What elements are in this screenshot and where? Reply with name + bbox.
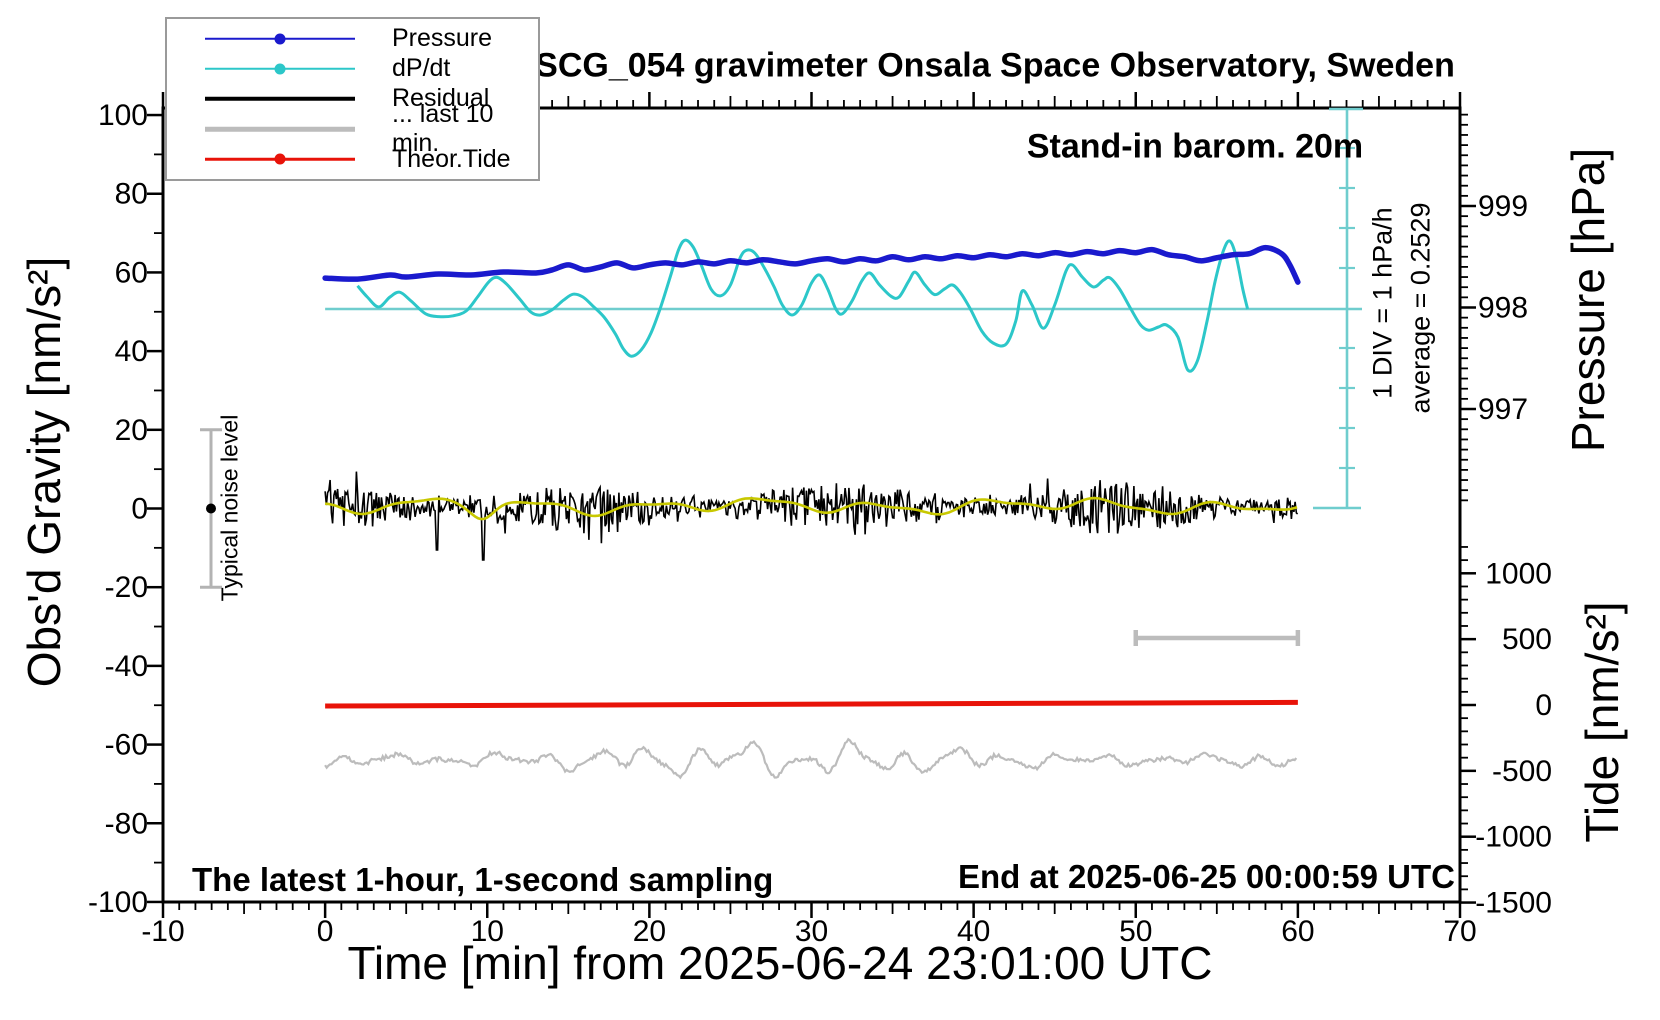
gravity-tick-label: -40: [105, 650, 148, 683]
legend-label: dP/dt: [392, 54, 451, 83]
x-tick-label: 30: [795, 915, 828, 948]
legend-item-dp-dt: dP/dt: [167, 54, 538, 83]
tide-tick-label: -1500: [1475, 887, 1552, 920]
legend-line-sample: [205, 93, 355, 105]
last10-scale-bar: [1133, 630, 1301, 646]
gravity-tick-label: -80: [105, 807, 148, 840]
legend-line-sample: [205, 63, 355, 75]
chart-title: SCG_054 gravimeter Onsala Space Observat…: [535, 46, 1455, 85]
tide-tick-label: -500: [1492, 755, 1552, 788]
legend-label: Residual: [392, 84, 490, 113]
series-pressure-blue: [322, 244, 1301, 285]
div-scale-note: 1 DIV = 1 hPa/h: [1367, 207, 1398, 399]
legend-line: [205, 96, 355, 102]
dpdt-reference-ruler: [325, 107, 1363, 510]
pressure-tick-label: 997: [1478, 393, 1528, 426]
x-tick-label: 0: [317, 915, 334, 948]
tick-labels: -10 0 10 20 30 40 50 60 70100806040200-20-40-60-…: [88, 99, 1552, 948]
legend-line-sample: [205, 33, 355, 45]
legend-marker-dot: [274, 33, 286, 45]
y-axis-label-gravity: Obs'd Gravity [nm/s²]: [18, 256, 70, 688]
legend-line: [205, 126, 355, 132]
sampling-note: The latest 1-hour, 1-second sampling: [192, 861, 774, 898]
pressure-tick-label: 999: [1478, 190, 1528, 223]
x-tick-label: 70: [1443, 915, 1476, 948]
x-tick-label: 60: [1281, 915, 1314, 948]
typical-noise-label: Typical noise level: [216, 414, 243, 602]
legend-label: Pressure: [392, 24, 493, 53]
legend-item-pressure: Pressure: [167, 24, 538, 53]
series-dpdt-cyan: [356, 238, 1250, 373]
gravity-tick-label: 0: [131, 493, 148, 526]
gravity-tick-label: 100: [98, 99, 148, 132]
series-theor-tide: [325, 699, 1298, 709]
legend-marker-dot: [274, 153, 286, 165]
x-tick-label: -10: [141, 915, 184, 948]
legend-item-theor-tide: Theor.Tide: [167, 145, 538, 174]
x-tick-label: 10: [471, 915, 504, 948]
legend-label: Theor.Tide: [392, 144, 511, 173]
series-last10-gray: [324, 737, 1298, 780]
series-residual-black: [324, 471, 1299, 561]
legend-line-sample: [205, 153, 355, 165]
noise-center-dot: [206, 503, 216, 514]
legend-line-sample: [205, 123, 355, 135]
pressure-tick-label: 998: [1478, 292, 1528, 325]
gravity-tick-label: 40: [115, 335, 148, 368]
gravity-tick-label: -100: [88, 886, 148, 919]
gravity-tick-label: 80: [115, 178, 148, 211]
legend-item-residual: Residual: [167, 84, 538, 113]
legend-marker-dot: [274, 63, 286, 75]
legend-label: ... last 10 min.: [392, 100, 494, 158]
end-time-note: End at 2025-06-25 00:00:59 UTC: [957, 858, 1455, 895]
x-tick-label: 50: [1119, 915, 1152, 948]
tide-tick-label: 1000: [1485, 557, 1552, 590]
barometer-note: Stand-in barom. 20m: [1026, 127, 1364, 166]
tide-tick-label: -1000: [1475, 821, 1552, 854]
gravity-tick-label: 60: [115, 256, 148, 289]
average-note: average = 0.2529: [1405, 202, 1436, 414]
y-axis-label-pressure: Pressure [hPa]: [1562, 147, 1614, 453]
x-tick-label: 40: [957, 915, 990, 948]
x-axis-label: Time [min] from 2025-06-24 23:01:00 UTC: [347, 937, 1213, 989]
series-residual-smoothed-yellow: [325, 496, 1298, 521]
gravity-tick-label: -20: [105, 571, 148, 604]
legend-item-last-10-min: ... last 10 min.: [167, 100, 538, 157]
tide-tick-label: 0: [1535, 689, 1552, 722]
y-axis-label-tide: Tide [nm/s²]: [1576, 601, 1628, 843]
gravity-tick-label: 20: [115, 414, 148, 447]
legend: Pressure dP/dt Residual... last 10 min. The…: [165, 17, 540, 181]
x-tick-label: 20: [633, 915, 666, 948]
typical-noise-errorbar: [200, 428, 222, 589]
tide-tick-label: 500: [1502, 623, 1552, 656]
gravity-tick-label: -60: [105, 729, 148, 762]
